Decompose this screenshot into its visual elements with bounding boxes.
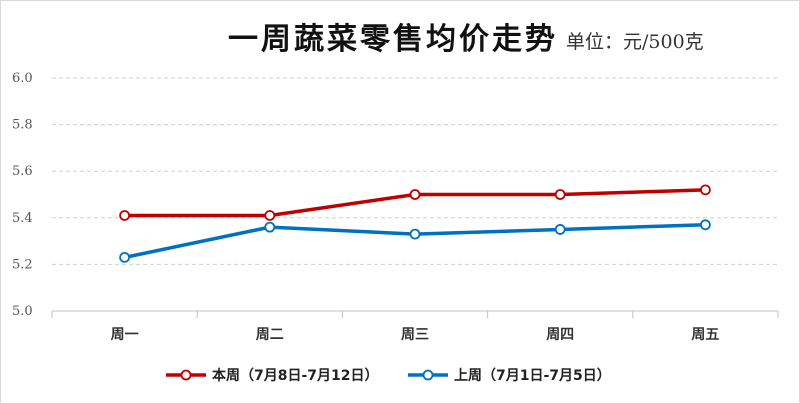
y-tick-label: 5.4 — [12, 211, 33, 226]
legend-swatch-marker — [422, 369, 434, 381]
data-point — [264, 210, 276, 221]
legend-label: 本周（7月8日-7月12日） — [212, 367, 379, 384]
x-tick-label: 周二 — [256, 327, 284, 343]
y-tick-label: 5.2 — [12, 257, 33, 272]
data-point — [119, 252, 130, 263]
x-tick-label: 周四 — [546, 327, 574, 343]
y-tick-label: 5.0 — [12, 304, 33, 319]
y-tick-label: 6.0 — [12, 71, 33, 86]
data-point — [700, 184, 711, 196]
x-tick-label: 周三 — [401, 327, 429, 343]
x-tick-label: 周一 — [111, 327, 139, 343]
data-point — [554, 224, 566, 235]
data-point — [700, 219, 711, 231]
y-tick-label: 5.8 — [12, 118, 33, 133]
data-point — [554, 189, 566, 200]
y-tick-label: 5.6 — [12, 164, 33, 179]
chart-title: 一周蔬菜零售均价走势 — [228, 22, 558, 57]
data-point — [264, 221, 276, 233]
x-tick-label: 周五 — [691, 327, 719, 343]
legend-swatch-marker — [180, 369, 192, 381]
data-point — [409, 189, 421, 200]
data-point — [119, 210, 130, 221]
legend-label: 上周（7月1日-7月5日） — [454, 368, 611, 384]
data-point — [409, 228, 421, 240]
unit-label: 单位：元/500克 — [566, 31, 704, 53]
